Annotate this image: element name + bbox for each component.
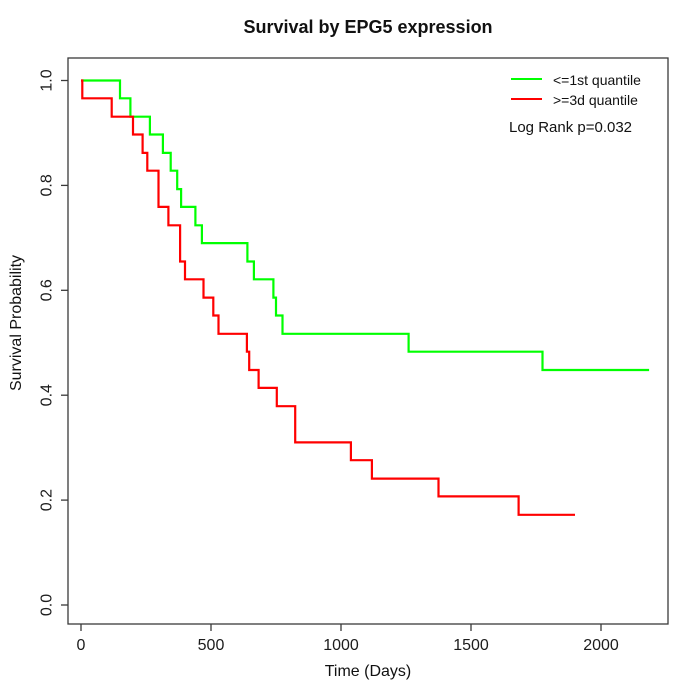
plot-box bbox=[67, 57, 669, 625]
chart-title: Survival by EPG5 expression bbox=[243, 17, 493, 37]
legend-swatch-first-quantile bbox=[511, 78, 542, 81]
legend-swatch-third-quantile bbox=[511, 98, 542, 101]
x-tick-label: 0 bbox=[77, 637, 86, 654]
legend-label-first-quantile: <=1st quantile bbox=[553, 72, 641, 88]
x-tick-label: 500 bbox=[198, 637, 225, 654]
y-tick-label: 1.0 bbox=[39, 69, 56, 91]
y-tick-label: 0.6 bbox=[39, 279, 56, 301]
log-rank-annotation: Log Rank p=0.032 bbox=[509, 119, 633, 136]
legend-label-third-quantile: >=3d quantile bbox=[553, 92, 638, 108]
x-tick-label: 2000 bbox=[583, 637, 619, 654]
y-tick-label: 0.8 bbox=[39, 174, 56, 196]
y-tick-label: 0.0 bbox=[39, 594, 56, 616]
y-tick-label: 0.2 bbox=[39, 489, 56, 511]
x-tick-label: 1500 bbox=[453, 637, 489, 654]
survival-curve-first-quantile bbox=[81, 79, 650, 372]
y-tick-label: 0.4 bbox=[39, 384, 56, 406]
x-axis-label: Time (Days) bbox=[324, 663, 412, 680]
x-tick-label: 1000 bbox=[323, 637, 359, 654]
survival-curve-third-quantile bbox=[81, 79, 575, 516]
y-axis-label: Survival Probability bbox=[8, 254, 25, 392]
